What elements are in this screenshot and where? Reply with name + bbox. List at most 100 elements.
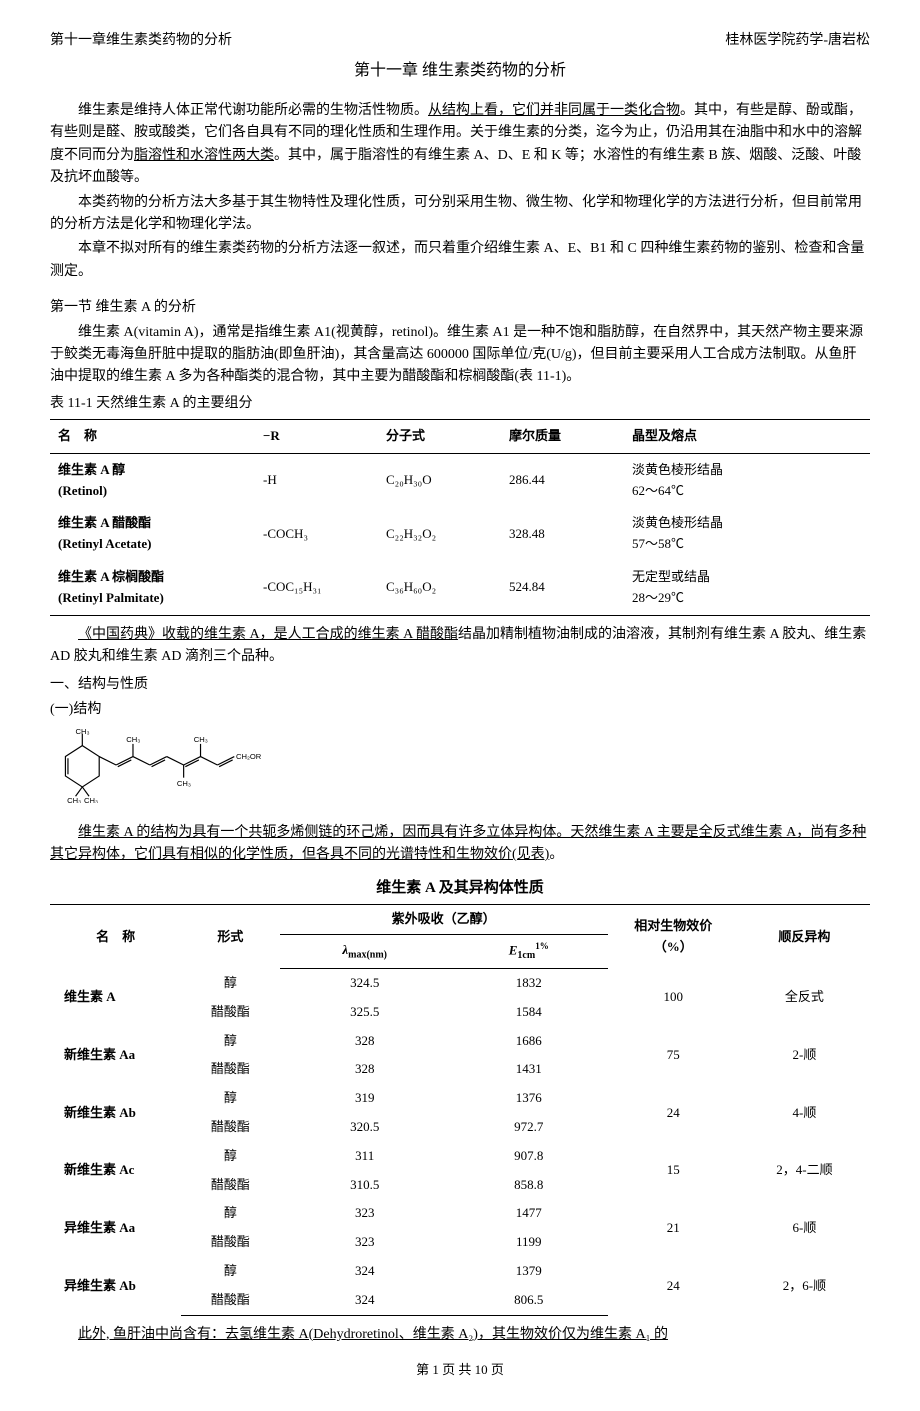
td: 328.48 (501, 507, 624, 561)
table-row: 新维生素 Aa醇3281686752-顺 (50, 1027, 870, 1056)
th: 形式 (181, 905, 279, 969)
th: 名 称 (50, 905, 181, 969)
td: 858.8 (450, 1171, 608, 1200)
text: 。 (549, 847, 563, 862)
td: 淡黄色棱形结晶57～58℃ (624, 507, 870, 561)
td: 新维生素 Aa (50, 1027, 181, 1085)
td: 异维生素 Ab (50, 1257, 181, 1315)
td: -COC₁₅H₃₁ (255, 561, 378, 615)
td: 全反式 (739, 969, 870, 1027)
structure-para: 维生素 A 的结构为具有一个共轭多烯侧链的环己烯，因而具有许多立体异构体。天然维… (50, 822, 870, 867)
td: 1431 (450, 1055, 608, 1084)
td: 醇 (181, 1027, 279, 1056)
intro-para-2: 本类药物的分析方法大多基于其生物特性及理化性质，可分别采用生物、微生物、化学和物… (50, 192, 870, 237)
section-1-title: 第一节 维生素 A 的分析 (50, 297, 870, 319)
section-1-para: 维生素 A(vitamin A)，通常是指维生素 A1(视黄醇，retinol)… (50, 322, 870, 389)
header-left: 第十一章维生素类药物的分析 (50, 30, 232, 52)
td: 319 (280, 1084, 450, 1113)
td: 1477 (450, 1199, 608, 1228)
td: 972.7 (450, 1113, 608, 1142)
td: 324 (280, 1257, 450, 1286)
td: 维生素 A 醇(Retinol) (50, 453, 255, 507)
td: C₂₂H₃₂O₂ (378, 507, 501, 561)
th: λmax(nm) (280, 935, 450, 969)
td: -H (255, 453, 378, 507)
table-1-caption: 表 11-1 天然维生素 A 的主要组分 (50, 393, 870, 415)
td: 醋酸酯 (181, 1171, 279, 1200)
text-underline: 从结构上看，它们并非同属于一类化合物 (428, 103, 680, 118)
td: 325.5 (280, 998, 450, 1027)
td: 醋酸酯 (181, 1113, 279, 1142)
td: 15 (608, 1142, 739, 1200)
th: 顺反异构 (739, 905, 870, 969)
closing-para: 此外, 鱼肝油中尚含有：去氢维生素 A(Dehydroretinol、维生素 A… (50, 1324, 870, 1346)
td: 311 (280, 1142, 450, 1171)
td: 醋酸酯 (181, 1228, 279, 1257)
td: 323 (280, 1228, 450, 1257)
table-1: 名 称 −R 分子式 摩尔质量 晶型及熔点 维生素 A 醇(Retinol)-H… (50, 419, 870, 616)
th: 摩尔质量 (501, 420, 624, 454)
td: 1584 (450, 998, 608, 1027)
td: 1686 (450, 1027, 608, 1056)
th: 晶型及熔点 (624, 420, 870, 454)
th: 名 称 (50, 420, 255, 454)
td: 醇 (181, 1142, 279, 1171)
td: 1379 (450, 1257, 608, 1286)
td: 醋酸酯 (181, 1286, 279, 1315)
td: 醋酸酯 (181, 1055, 279, 1084)
table-row: 维生素 A 醋酸酯(Retinyl Acetate)-COCH₃C₂₂H₃₂O₂… (50, 507, 870, 561)
td: 1832 (450, 969, 608, 998)
td: 6-顺 (739, 1199, 870, 1257)
td: 310.5 (280, 1171, 450, 1200)
td: 907.8 (450, 1142, 608, 1171)
th: E1cm1% (450, 935, 608, 969)
td: 异维生素 Aa (50, 1199, 181, 1257)
td: 醇 (181, 1199, 279, 1228)
table-row: 新维生素 Ab醇3191376244-顺 (50, 1084, 870, 1113)
td: C₃₆H₆₀O₂ (378, 561, 501, 615)
page-header: 第十一章维生素类药物的分析 桂林医学院药学-唐岩松 (50, 30, 870, 52)
td: 524.84 (501, 561, 624, 615)
chemical-structure: CH₃ CH₃ CH₃ CH₃ CH₃ CH₃ CH₂OR (50, 727, 270, 811)
td: 75 (608, 1027, 739, 1085)
td: -COCH₃ (255, 507, 378, 561)
table-row: 维生素 A 棕榈酸酯(Retinyl Palmitate)-COC₁₅H₃₁C₃… (50, 561, 870, 615)
table-row: 异维生素 Ab醇3241379242，6-顺 (50, 1257, 870, 1286)
td: 24 (608, 1257, 739, 1315)
td: 21 (608, 1199, 739, 1257)
svg-text:CH₃: CH₃ (126, 735, 140, 744)
td: 醇 (181, 969, 279, 998)
intro-para-3: 本章不拟对所有的维生素类药物的分析方法逐一叙述，而只着重介绍维生素 A、E、B1… (50, 238, 870, 283)
th: −R (255, 420, 378, 454)
text-underline: 《中国药典》收载的维生素 A，是人工合成的维生素 A 醋酸酯 (78, 627, 458, 642)
text-underline: 脂溶性和水溶性两大类 (134, 148, 274, 163)
td: 无定型或结晶28～29℃ (624, 561, 870, 615)
th: 分子式 (378, 420, 501, 454)
td: 24 (608, 1084, 739, 1142)
table-2-title: 维生素 A 及其异构体性质 (50, 876, 870, 900)
td: 324.5 (280, 969, 450, 998)
text: 维生素是维持人体正常代谢功能所必需的生物活性物质。 (78, 103, 428, 118)
svg-text:CH₂OR: CH₂OR (236, 752, 262, 761)
td: 维生素 A 醋酸酯(Retinyl Acetate) (50, 507, 255, 561)
table-2: 名 称 形式 紫外吸收（乙醇） 相对生物效价 （%） 顺反异构 λmax(nm)… (50, 904, 870, 1315)
table-row: 维生素 A 醇(Retinol)-HC₂₀H₃₀O286.44淡黄色棱形结晶62… (50, 453, 870, 507)
table-row: 异维生素 Aa醇3231477216-顺 (50, 1199, 870, 1228)
svg-text:CH₃: CH₃ (76, 727, 90, 736)
pharmacopoeia-para: 《中国药典》收载的维生素 A，是人工合成的维生素 A 醋酸酯结晶加精制植物油制成… (50, 624, 870, 669)
text-underline: 维生素 A 的结构为具有一个共轭多烯侧链的环己烯，因而具有许多立体异构体。天然维… (50, 825, 866, 862)
svg-text:CH₃: CH₃ (84, 796, 98, 803)
td: 1199 (450, 1228, 608, 1257)
td: 淡黄色棱形结晶62～64℃ (624, 453, 870, 507)
td: C₂₀H₃₀O (378, 453, 501, 507)
td: 醇 (181, 1257, 279, 1286)
td: 806.5 (450, 1286, 608, 1315)
table-row: 新维生素 Ac醇311907.8152，4-二顺 (50, 1142, 870, 1171)
td: 323 (280, 1199, 450, 1228)
td: 328 (280, 1055, 450, 1084)
td: 100 (608, 969, 739, 1027)
td: 醇 (181, 1084, 279, 1113)
td: 2，4-二顺 (739, 1142, 870, 1200)
page-footer: 第 1 页 共 10 页 (50, 1360, 870, 1381)
th: 相对生物效价 （%） (608, 905, 739, 969)
